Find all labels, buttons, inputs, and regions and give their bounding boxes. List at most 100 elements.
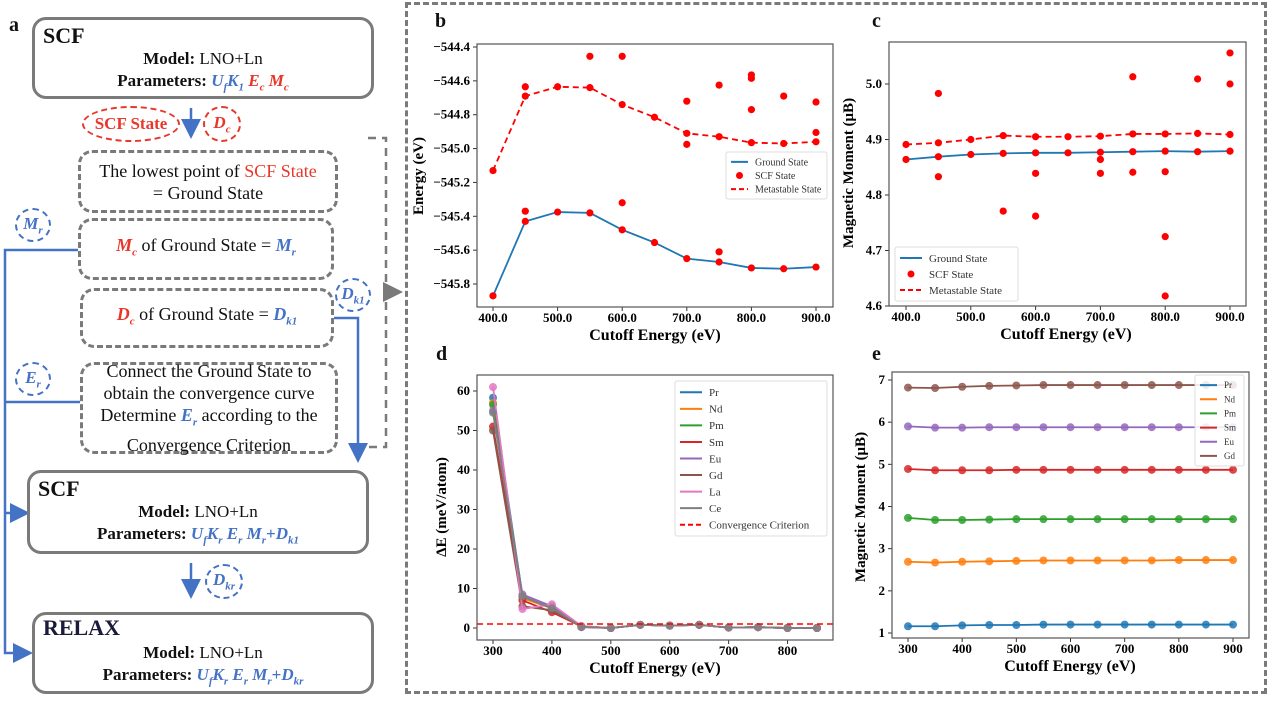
step-lowest-point: The lowest point of SCF State = Ground St…: [78, 150, 338, 213]
symbol-base: +: [271, 665, 282, 684]
data-point: [1174, 465, 1183, 474]
chart-panel-b: 400.0 500.0 600.0 700.0 800.0 900.0 −545.8 −545…: [411, 39, 834, 344]
data-point: [1229, 556, 1237, 565]
math-symbol: Mr: [252, 665, 272, 688]
box-title: SCF: [38, 476, 80, 501]
er-tag: Er: [15, 362, 51, 396]
series-nd: [904, 556, 1237, 567]
symbol-subscript: f: [203, 534, 207, 547]
symbol-base: U: [211, 71, 224, 90]
text-run: of Ground State =: [135, 304, 274, 324]
scf-point: [683, 97, 691, 105]
scf-point: [1194, 148, 1202, 156]
data-point: [904, 513, 912, 522]
x-axis-label: Cutoff Energy (eV): [1000, 326, 1132, 343]
y-axis-label: Energy (eV): [411, 137, 427, 215]
y-tick-label: 10: [457, 581, 470, 596]
data-point: [1012, 556, 1021, 565]
symbol-base: according to the: [197, 405, 318, 426]
data-point: [904, 464, 912, 473]
data-point: [606, 624, 615, 632]
symbol-subscript: c: [283, 81, 289, 94]
symbol-base: E: [232, 665, 244, 684]
legend-label: Nd: [709, 404, 723, 416]
scf-point: [715, 248, 723, 256]
symbol-subscript: r: [291, 246, 296, 259]
data-point: [958, 466, 967, 475]
math-symbol: Dc: [213, 113, 231, 136]
parameters-label: Parameters:: [102, 665, 197, 684]
symbol-subscript: k1: [353, 294, 365, 307]
data-point: [1066, 381, 1075, 390]
parameters-line: Parameters: UfKr Er Mr+Dk1: [97, 524, 299, 550]
data-point: [985, 515, 994, 524]
model-label: Model:: [143, 643, 196, 662]
step-magnetic-moment: Mc of Ground State = Mr: [78, 218, 334, 280]
y-tick-label: 1: [879, 625, 886, 640]
symbol-subscript: r: [223, 675, 229, 688]
scf-point: [1161, 168, 1169, 176]
data-point: [1120, 423, 1129, 432]
model-value: LNO+Ln: [190, 502, 258, 521]
symbol-base: K: [206, 524, 219, 543]
parameters-value: UfK1 Ec Mc: [211, 71, 289, 94]
y-tick-label: −545.2: [433, 174, 470, 189]
symbol-base: U: [190, 524, 204, 543]
y-tick-label: 40: [457, 462, 470, 477]
chart-panel-e: 300 400 500 600 700 800 900 1 2 3 4 5 6 7 Cutoff Energ…: [853, 371, 1250, 675]
data-point: [958, 382, 967, 391]
scf-point: [747, 264, 756, 272]
data-point: [904, 422, 912, 431]
parameters-line: Parameters: UfKr Er Mr+Dkr: [103, 665, 304, 691]
data-point: [695, 620, 704, 629]
panel-label-d: d: [436, 343, 448, 365]
data-point: [518, 592, 527, 601]
symbol-subscript: r: [261, 534, 267, 547]
y-tick-label: −544.4: [433, 39, 470, 54]
data-point: [1012, 465, 1021, 474]
legend-label: Pm: [709, 420, 724, 432]
symbol-subscript: r: [267, 675, 272, 688]
data-point: [1012, 515, 1021, 524]
scf-point: [1161, 147, 1169, 155]
data-point: [1147, 620, 1156, 629]
series-metastable-state: [492, 85, 817, 171]
data-point: [1066, 556, 1075, 565]
data-point: [754, 623, 763, 632]
data-point: [1012, 381, 1021, 390]
data-point: [1093, 620, 1102, 629]
step-text: The lowest point of SCF State = Ground St…: [99, 160, 317, 204]
scf-point: [618, 199, 626, 207]
scf-point: [683, 140, 691, 148]
legend-box: [725, 151, 828, 200]
legend-label: La: [709, 486, 721, 498]
symbol-subscript: c: [129, 315, 135, 328]
symbol-base: Determine: [100, 405, 181, 426]
y-tick-label: 20: [457, 541, 470, 556]
data-point: [1039, 465, 1048, 474]
scf-point: [1226, 49, 1234, 57]
symbol-base: = Ground State: [152, 182, 264, 203]
math-symbol: Ec: [248, 71, 264, 93]
box-title: RELAX: [43, 615, 121, 640]
data-point: [489, 408, 497, 417]
parameters-line: Parameters: UfK1 Ec Mc: [117, 71, 288, 97]
scf-point: [747, 106, 756, 114]
x-tick-label: 800: [778, 643, 798, 658]
dkr-tag: Dkr: [205, 564, 243, 599]
symbol-subscript: k1: [288, 534, 299, 547]
symbol-base: D: [212, 570, 226, 590]
scf-point: [812, 263, 820, 271]
legend-label: Ground State: [929, 253, 987, 265]
math-symbol: Uf: [197, 665, 213, 687]
model-label: Model:: [138, 502, 191, 521]
legend-label: Pr: [709, 387, 719, 399]
parameters-label: Parameters:: [97, 524, 191, 543]
symbol-subscript: c: [225, 123, 231, 136]
er-symbol: Er: [25, 368, 41, 390]
symbol-base: of Ground State =: [136, 235, 276, 256]
legend-marker: [907, 270, 915, 278]
x-tick-label: 600.0: [1021, 309, 1050, 324]
data-point: [1066, 465, 1075, 474]
